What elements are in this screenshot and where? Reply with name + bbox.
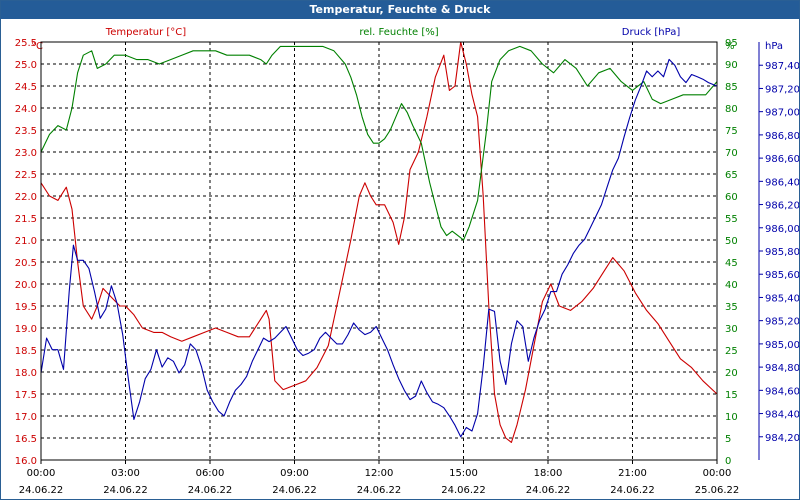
temperature-tick-label: 18.0 — [15, 368, 37, 379]
x-date-label: 24.06.22 — [610, 485, 655, 496]
humidity-tick-label: 10 — [725, 412, 738, 423]
humidity-tick-label: 65 — [725, 170, 738, 181]
x-tick-label: 06:00 — [196, 468, 225, 479]
humidity-tick-label: 50 — [725, 236, 738, 247]
temperature-tick-label: 21.5 — [15, 214, 37, 225]
pressure-tick-label: 985,80 — [765, 247, 799, 258]
x-tick-label: 12:00 — [365, 468, 394, 479]
x-date-label: 24.06.22 — [526, 485, 571, 496]
humidity-tick-label: 55 — [725, 214, 738, 225]
humidity-tick-label: 95 — [725, 38, 738, 49]
pressure-tick-label: 986,20 — [765, 201, 799, 212]
temperature-tick-label: 20.0 — [15, 280, 37, 291]
temperature-tick-label: 24.0 — [15, 104, 37, 115]
humidity-line — [40, 45, 718, 241]
x-tick-label: 15:00 — [449, 468, 478, 479]
temperature-tick-label: 20.5 — [15, 258, 37, 269]
pressure-axis-title: Druck [hPa] — [622, 27, 681, 38]
x-date-label: 24.06.22 — [103, 485, 148, 496]
humidity-tick-label: 70 — [725, 148, 738, 159]
temperature-tick-label: 25.5 — [15, 38, 37, 49]
temperature-tick-label: 17.5 — [15, 390, 37, 401]
pressure-tick-label: 984,60 — [765, 386, 799, 397]
humidity-axis-title: rel. Feuchte [%] — [359, 27, 438, 38]
humidity-unit-label: % — [725, 41, 735, 52]
temperature-tick-label: 22.0 — [15, 192, 37, 203]
x-date-label: 24.06.22 — [357, 485, 402, 496]
x-date-label: 25.06.22 — [695, 485, 740, 496]
temperature-tick-label: 19.0 — [15, 324, 37, 335]
temperature-unit-label: °C — [31, 41, 43, 52]
humidity-tick-label: 35 — [725, 302, 738, 313]
x-tick-label: 00:00 — [27, 468, 56, 479]
temperature-tick-label: 18.5 — [15, 346, 37, 357]
humidity-tick-label: 25 — [725, 346, 738, 357]
pressure-tick-label: 986,00 — [765, 224, 799, 235]
humidity-tick-label: 90 — [725, 60, 738, 71]
humidity-tick-label: 0 — [725, 456, 731, 467]
humidity-tick-label: 80 — [725, 104, 738, 115]
x-tick-label: 09:00 — [280, 468, 309, 479]
pressure-tick-label: 987,00 — [765, 108, 799, 119]
pressure-tick-label: 987,40 — [765, 61, 799, 72]
pressure-tick-label: 984,20 — [765, 433, 799, 444]
pressure-unit-label: hPa — [765, 41, 783, 52]
humidity-tick-label: 5 — [725, 434, 731, 445]
humidity-tick-label: 75 — [725, 126, 738, 137]
pressure-tick-label: 986,40 — [765, 177, 799, 188]
x-date-label: 24.06.22 — [188, 485, 233, 496]
temperature-tick-label: 21.0 — [15, 236, 37, 247]
temperature-tick-label: 22.5 — [15, 170, 37, 181]
humidity-tick-label: 60 — [725, 192, 738, 203]
temperature-tick-label: 23.0 — [15, 148, 37, 159]
temperature-tick-label: 25.0 — [15, 60, 37, 71]
temperature-tick-label: 19.5 — [15, 302, 37, 313]
pressure-line — [40, 58, 718, 438]
x-date-label: 24.06.22 — [272, 485, 317, 496]
plot-border — [40, 41, 718, 461]
humidity-tick-label: 40 — [725, 280, 738, 291]
pressure-tick-label: 987,20 — [765, 84, 799, 95]
humidity-tick-label: 85 — [725, 82, 738, 93]
temperature-tick-label: 23.5 — [15, 126, 37, 137]
humidity-tick-label: 20 — [725, 368, 738, 379]
chart-title: Temperatur, Feuchte & Druck — [1, 1, 799, 19]
x-tick-label: 00:00 — [703, 468, 732, 479]
humidity-tick-label: 15 — [725, 390, 738, 401]
pressure-tick-label: 986,80 — [765, 131, 799, 142]
pressure-tick-label: 984,80 — [765, 363, 799, 374]
temperature-line — [40, 41, 718, 443]
x-tick-label: 03:00 — [111, 468, 140, 479]
temperature-tick-label: 17.0 — [15, 412, 37, 423]
pressure-tick-label: 985,20 — [765, 317, 799, 328]
pressure-tick-label: 985,40 — [765, 293, 799, 304]
x-tick-label: 18:00 — [534, 468, 563, 479]
humidity-tick-label: 45 — [725, 258, 738, 269]
pressure-tick-label: 986,60 — [765, 154, 799, 165]
x-date-label: 24.06.22 — [19, 485, 64, 496]
pressure-tick-label: 985,00 — [765, 340, 799, 351]
pressure-tick-label: 985,60 — [765, 270, 799, 281]
humidity-tick-label: 30 — [725, 324, 738, 335]
x-date-label: 24.06.22 — [441, 485, 486, 496]
x-tick-label: 21:00 — [618, 468, 647, 479]
temperature-tick-label: 24.5 — [15, 82, 37, 93]
pressure-tick-label: 984,40 — [765, 410, 799, 421]
temperature-tick-label: 16.5 — [15, 434, 37, 445]
temperature-tick-label: 16.0 — [15, 456, 37, 467]
temperature-axis-title: Temperatur [°C] — [105, 27, 186, 38]
